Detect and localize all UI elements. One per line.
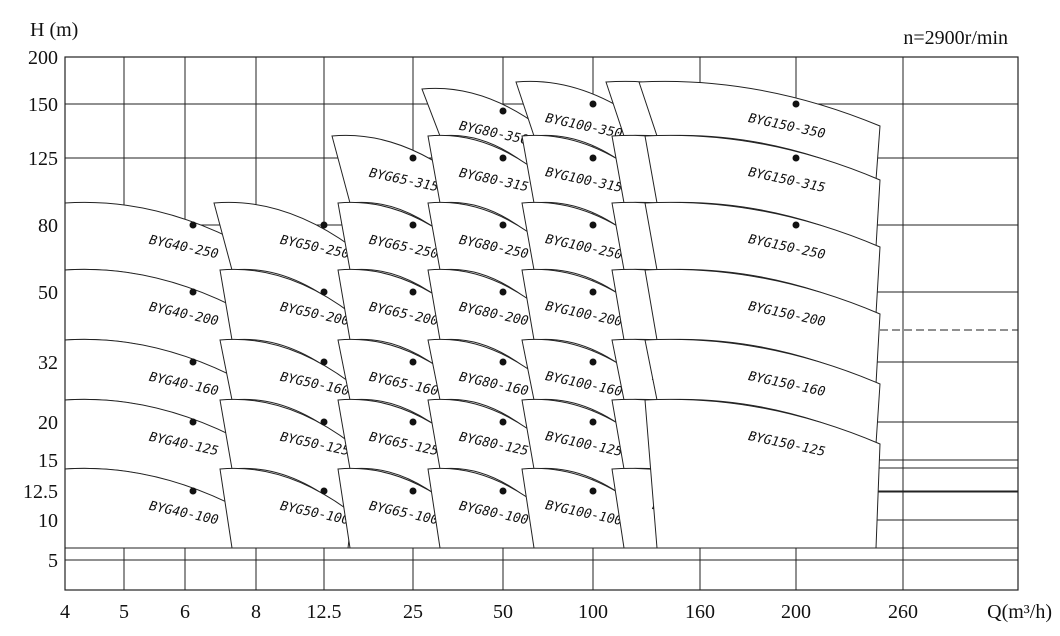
y-tick-label: 12.5: [23, 481, 58, 503]
duty-point: [409, 154, 417, 162]
y-tick-label: 200: [28, 47, 58, 69]
duty-point: [499, 418, 507, 426]
y-tick-label: 10: [38, 510, 58, 532]
regions: BYG40-250BYG40-200BYG40-160BYG40-125BYG4…: [64, 80, 881, 549]
y-tick-label: 32: [38, 352, 58, 374]
speed-label: n=2900r/min: [903, 27, 1008, 49]
duty-point: [320, 288, 328, 296]
duty-point: [589, 487, 597, 495]
x-tick-label: 260: [888, 601, 918, 623]
duty-point: [320, 418, 328, 426]
x-tick-label: 6: [180, 601, 190, 623]
duty-point: [589, 154, 597, 162]
y-tick-label: 50: [38, 282, 58, 304]
duty-point: [189, 418, 197, 426]
x-tick-label: 25: [403, 601, 423, 623]
duty-point: [409, 487, 417, 495]
duty-point: [792, 154, 800, 162]
duty-point: [189, 487, 197, 495]
duty-point: [499, 221, 507, 229]
duty-point: [409, 288, 417, 296]
y-axis-label: H (m): [30, 19, 78, 41]
duty-point: [499, 487, 507, 495]
duty-point: [792, 221, 800, 229]
y-tick-label: 150: [28, 94, 58, 116]
duty-point: [499, 107, 507, 115]
duty-point: [189, 288, 197, 296]
duty-point: [320, 358, 328, 366]
x-tick-label: 12.5: [307, 601, 342, 623]
duty-point: [189, 358, 197, 366]
duty-point: [499, 288, 507, 296]
x-tick-label: 8: [251, 601, 261, 623]
x-tick-label: 5: [119, 601, 129, 623]
duty-point: [320, 221, 328, 229]
x-tick-label: 200: [781, 601, 811, 623]
duty-point: [409, 221, 417, 229]
duty-point: [589, 288, 597, 296]
duty-point: [320, 487, 328, 495]
duty-point: [409, 358, 417, 366]
duty-point: [409, 418, 417, 426]
y-tick-label: 5: [48, 550, 58, 572]
y-tick-label: 125: [28, 148, 58, 170]
y-tick-label: 15: [38, 450, 58, 472]
duty-point: [589, 418, 597, 426]
duty-point: [589, 100, 597, 108]
duty-point: [189, 221, 197, 229]
duty-point: [792, 100, 800, 108]
x-tick-label: 4: [60, 601, 70, 623]
x-tick-label: 50: [493, 601, 513, 623]
pump-region: [644, 398, 881, 549]
duty-point: [499, 154, 507, 162]
x-tick-label: 160: [685, 601, 715, 623]
duty-point: [589, 221, 597, 229]
x-axis-label: Q(m³/h): [987, 601, 1052, 623]
y-tick-label: 80: [38, 215, 58, 237]
x-tick-label: 100: [578, 601, 608, 623]
duty-point: [499, 358, 507, 366]
duty-point: [589, 358, 597, 366]
plot-frame: [64, 56, 1019, 591]
y-tick-label: 20: [38, 412, 58, 434]
